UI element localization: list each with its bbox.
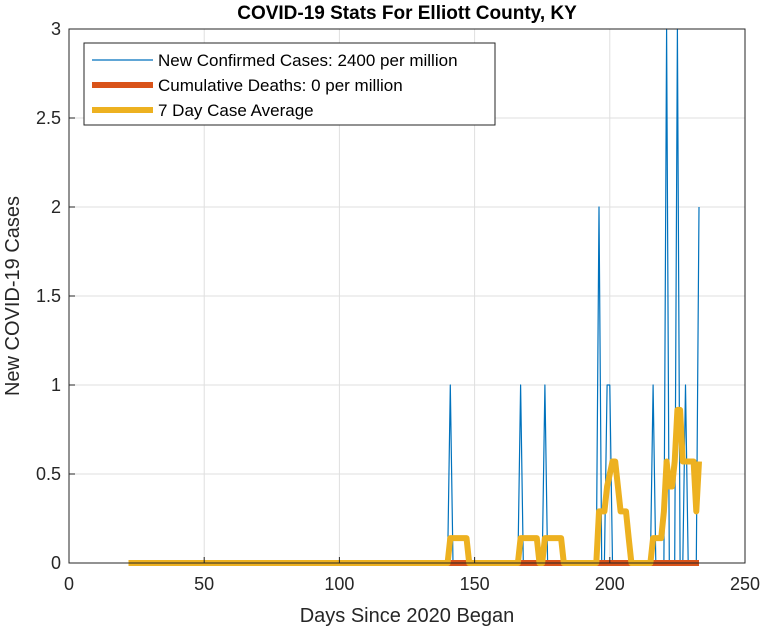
axis-ticks: 0 50 100 150 200 250 0 0.5 1 1.5 2 2.5 3: [36, 19, 760, 594]
legend-entry-0: New Confirmed Cases: 2400 per million: [158, 51, 458, 70]
series-line-2: [128, 406, 702, 566]
y-tick-label: 0.5: [36, 464, 61, 484]
y-tick-label: 1: [51, 375, 61, 395]
chart-title: COVID-19 Stats For Elliott County, KY: [237, 3, 577, 24]
y-tick-label: 2: [51, 197, 61, 217]
x-tick-label: 200: [595, 574, 625, 594]
y-axis-label: New COVID-19 Cases: [2, 196, 24, 396]
x-tick-label: 150: [460, 574, 490, 594]
x-tick-label: 100: [324, 574, 354, 594]
x-tick-label: 250: [730, 574, 760, 594]
y-tick-label: 3: [51, 19, 61, 39]
y-tick-label: 2.5: [36, 108, 61, 128]
y-tick-label: 1.5: [36, 286, 61, 306]
x-tick-label: 0: [64, 574, 74, 594]
legend: New Confirmed Cases: 2400 per million Cum…: [83, 42, 496, 126]
legend-entry-1: Cumulative Deaths: 0 per million: [158, 76, 403, 95]
x-axis-label: Days Since 2020 Began: [300, 605, 515, 627]
y-tick-label: 0: [51, 553, 61, 573]
x-tick-label: 50: [194, 574, 214, 594]
legend-entry-2: 7 Day Case Average: [158, 101, 314, 120]
